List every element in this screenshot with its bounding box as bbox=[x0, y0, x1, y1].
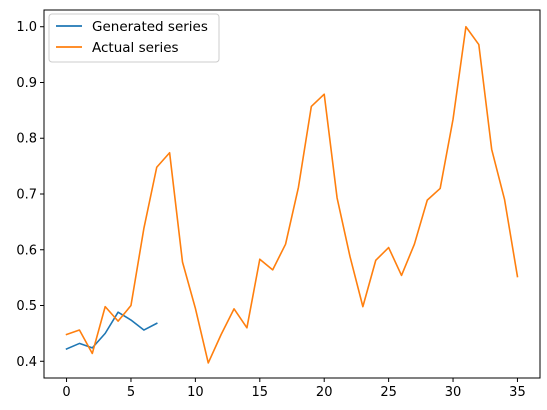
x-tick-label: 15 bbox=[252, 385, 269, 400]
legend: Generated series Actual series bbox=[48, 13, 220, 63]
y-tick-label: 0.9 bbox=[16, 76, 37, 91]
x-tick-label: 25 bbox=[380, 385, 397, 400]
axes-frame bbox=[43, 9, 541, 379]
legend-label-generated: Generated series bbox=[92, 19, 208, 35]
legend-label-actual: Actual series bbox=[92, 40, 179, 56]
x-tick-label: 35 bbox=[509, 385, 526, 400]
y-tick-label: 0.7 bbox=[16, 188, 37, 203]
y-axis-ticks: 0.4 0.5 0.6 0.7 0.8 0.9 1.0 bbox=[16, 20, 44, 370]
y-tick-label: 0.5 bbox=[16, 299, 37, 314]
y-tick-label: 0.6 bbox=[16, 243, 37, 258]
y-tick-label: 1.0 bbox=[16, 20, 37, 35]
x-tick-label: 20 bbox=[316, 385, 333, 400]
x-tick-label: 10 bbox=[187, 385, 204, 400]
x-tick-label: 5 bbox=[127, 385, 135, 400]
x-axis-ticks: 0 5 10 15 20 25 30 35 bbox=[62, 378, 526, 400]
y-tick-label: 0.4 bbox=[16, 355, 37, 370]
plot-area bbox=[65, 25, 519, 364]
x-tick-label: 30 bbox=[445, 385, 462, 400]
legend-box bbox=[48, 13, 220, 63]
series-line-actual bbox=[65, 25, 519, 364]
series-line-generated bbox=[65, 311, 158, 351]
x-tick-label: 0 bbox=[62, 385, 70, 400]
y-tick-label: 0.8 bbox=[16, 132, 37, 147]
